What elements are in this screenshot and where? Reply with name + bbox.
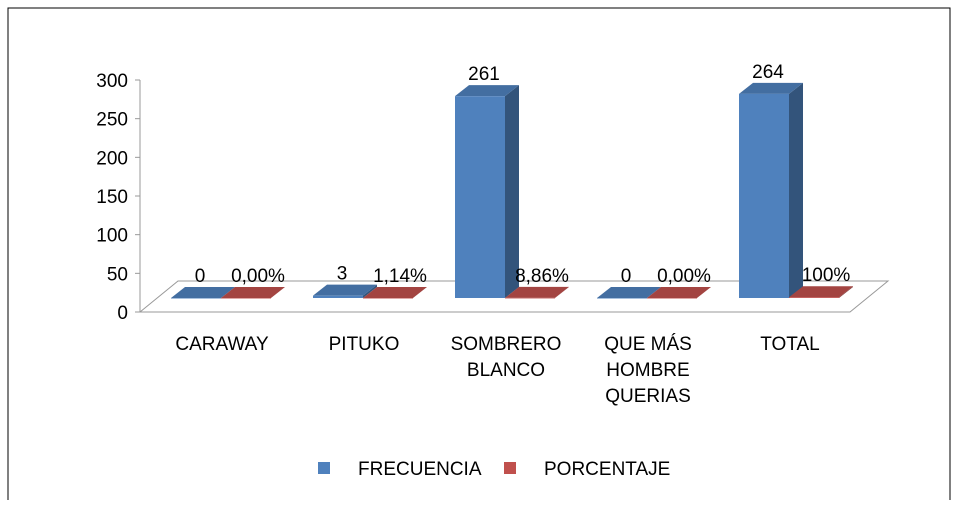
data-label: 3 [337, 264, 348, 285]
x-tick-label: QUE MÁS HOMBRE QUERIAS [604, 334, 692, 407]
bar-side [555, 286, 569, 298]
bar-side [363, 284, 377, 298]
y-tick-label: 300 [96, 71, 128, 92]
bar [171, 298, 221, 299]
bar-top [171, 287, 235, 298]
bar-top [597, 287, 661, 298]
bar-side [789, 82, 803, 298]
bar-top [739, 82, 803, 94]
data-label: 8,86% [515, 266, 569, 287]
bar [363, 297, 413, 299]
bar [647, 298, 697, 299]
data-label: 0,00% [231, 266, 285, 287]
bar [221, 298, 271, 299]
bar [597, 298, 647, 299]
data-label: 1,14% [373, 266, 427, 287]
data-label: 0 [621, 266, 632, 287]
legend-label: FRECUENCIA [358, 459, 482, 480]
y-tick-label: 150 [96, 187, 128, 208]
x-tick-label: PITUKO [328, 334, 400, 355]
bar-side [839, 286, 853, 298]
legend-label: PORCENTAJE [544, 459, 670, 480]
data-label: 0,00% [657, 266, 711, 287]
legend-swatch [504, 462, 516, 474]
data-label: 0 [195, 266, 206, 287]
bar [313, 295, 363, 298]
bar-side [413, 286, 427, 298]
bar-top [313, 284, 377, 296]
data-label: 264 [752, 62, 784, 83]
bar-top [455, 85, 519, 97]
data-label: 100% [802, 265, 851, 286]
bar [455, 96, 505, 298]
bar-top [789, 286, 853, 298]
data-label: 261 [468, 64, 500, 85]
legend-swatch [318, 462, 330, 474]
bar-top [505, 286, 569, 298]
y-tick-label: 0 [117, 303, 128, 324]
x-tick-label: SOMBRERO BLANCO [450, 334, 562, 381]
bar-side [505, 85, 519, 298]
x-tick-label: CARAWAY [175, 334, 269, 355]
bar-top [647, 287, 711, 298]
bar [739, 93, 789, 298]
y-tick-label: 100 [96, 226, 128, 247]
bar-top [221, 287, 285, 298]
y-tick-label: 200 [96, 148, 128, 169]
chart-border [7, 7, 951, 500]
y-tick-label: 50 [107, 264, 128, 285]
bar [789, 297, 839, 298]
bar-top [363, 286, 427, 298]
bar [505, 297, 555, 299]
y-tick-label: 250 [96, 110, 128, 131]
x-tick-label: TOTAL [760, 334, 820, 355]
